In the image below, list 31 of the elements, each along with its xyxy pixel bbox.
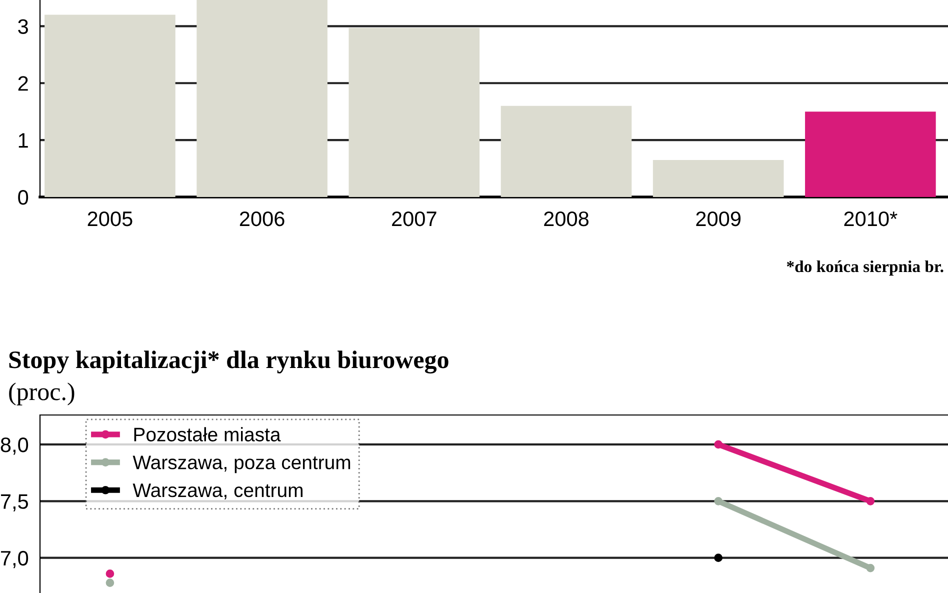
chart-subtitle: (proc.) — [9, 382, 74, 406]
legend-label: Warszawa, centrum — [132, 484, 302, 500]
bar — [805, 112, 936, 197]
y-tick-label: 1 — [18, 133, 28, 148]
y-tick-label: 3 — [18, 19, 28, 34]
x-tick-label: 2006 — [240, 211, 284, 226]
bar — [652, 160, 784, 197]
point — [106, 578, 114, 587]
text: *do końca sierpnia br. — [786, 260, 944, 276]
point — [106, 570, 114, 578]
legend-label: Pozostałe miasta — [134, 427, 281, 442]
legend-label: Warszawa, poza centrum — [132, 456, 350, 474]
y-tick-label: 8,0 — [0, 437, 28, 455]
point — [714, 497, 723, 506]
y-tick-label: 7,5 — [1, 494, 28, 512]
x-tick-label: 2008 — [544, 211, 589, 226]
bar — [196, 0, 328, 197]
y-tick-label: 2 — [18, 76, 28, 91]
point — [714, 440, 723, 449]
x-tick-label: 2009 — [696, 211, 741, 226]
x-tick-label: 2005 — [88, 211, 132, 226]
point — [866, 497, 875, 506]
x-tick-label: 2010* — [844, 211, 898, 226]
point — [866, 564, 875, 572]
y-tick-label: 0 — [18, 190, 28, 205]
bar — [348, 28, 480, 197]
bar — [44, 14, 176, 197]
x-tick-label: 2007 — [392, 211, 436, 226]
chart-title: Stopy kapitalizacji* dla rynku biurowego — [9, 350, 448, 374]
y-tick-label: 7,0 — [1, 550, 28, 568]
bar — [500, 106, 632, 197]
